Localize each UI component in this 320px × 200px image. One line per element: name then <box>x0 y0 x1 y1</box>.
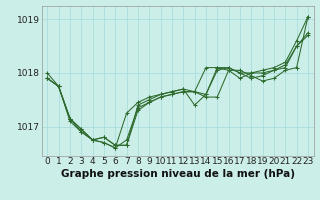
X-axis label: Graphe pression niveau de la mer (hPa): Graphe pression niveau de la mer (hPa) <box>60 169 295 179</box>
